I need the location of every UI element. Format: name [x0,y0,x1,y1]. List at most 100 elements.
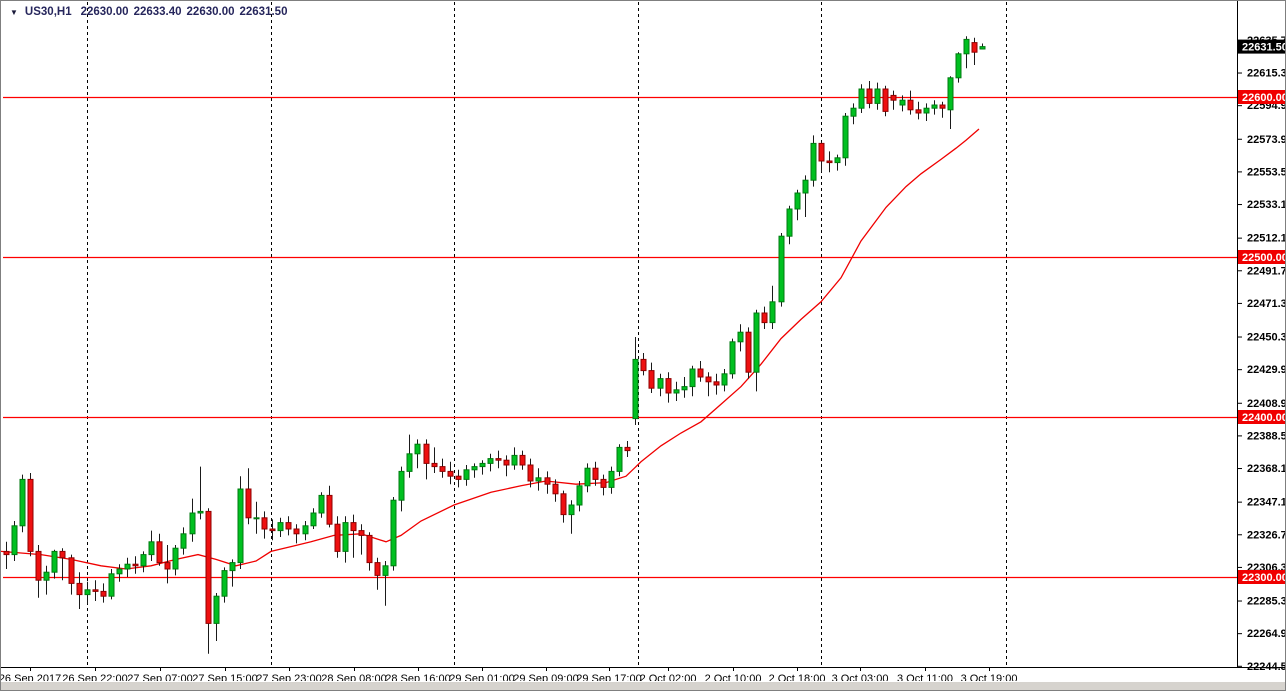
price-tick-label: 22347.10 [1247,497,1286,509]
candle-body-bull [608,470,615,488]
candle [100,583,107,603]
price-tick-label: 22553.50 [1247,166,1286,178]
candle-body-bear [3,550,10,556]
candle-body-bull [140,554,147,567]
candle-body-bull [786,208,793,237]
candle-body-bull [729,341,736,375]
candle-body-bear [818,142,825,162]
candle [769,285,776,329]
price-level-tag: 22300.00 [1238,570,1285,584]
candle [148,530,155,561]
horizontal-level-lines[interactable] [3,96,1237,579]
candle [293,524,300,544]
candle [382,561,389,606]
candle-body-bear [705,376,712,383]
bar-close-value: 22631.50 [239,6,288,18]
candle-body-bear [423,443,430,464]
candle-body-bear [76,582,83,596]
candle-body-bear [350,522,357,532]
candle-body-bull [180,533,187,549]
candle [124,557,131,577]
current-price-tag-label: 22631.50 [1242,42,1286,54]
candle [842,113,849,166]
candle-body-bear [665,378,672,394]
candle-body-bull [11,525,18,556]
candle [237,476,244,569]
candle [624,441,631,457]
symbol-dropdown-icon[interactable]: ▼ [10,7,18,17]
candle-body-bull [471,466,478,471]
candle-body-bull [511,454,518,466]
candle [68,554,75,595]
candle-body-bear [890,94,897,101]
candle-body-bear [882,88,889,112]
candle-body-bull [923,107,930,114]
candle [947,76,954,129]
candle [245,468,252,525]
price-tick-label: 22244.50 [1247,661,1286,673]
bar-open-value: 22630.00 [80,6,129,18]
candle [632,337,639,425]
candle [261,511,268,539]
candle-body-bull [955,53,962,79]
candle [979,43,986,50]
candle [495,450,502,469]
candle [366,532,373,571]
candle-body-bear [600,478,607,488]
candle [431,447,438,473]
candle-body-bear [648,370,655,389]
candle-body-bear [27,478,34,552]
candle [600,474,607,496]
candle-body-bull [874,88,881,104]
candle-body-bear [826,160,833,164]
candle [818,141,825,173]
candle-body-bear [100,590,107,597]
candle-body-bear [261,517,268,530]
candle-body-bear [293,528,300,535]
candle-body-bear [59,550,66,559]
candle [326,485,333,528]
candle-body-bear [68,557,75,584]
candle [657,373,664,397]
candle [439,458,446,478]
price-level-tag: 22600.00 [1238,90,1286,104]
candle-body-bear [552,483,559,495]
price-tick-label: 22285.30 [1247,596,1286,608]
candle-body-bull [382,565,389,576]
candle-body-bear [447,470,454,477]
candle-body-bull [753,312,760,373]
candle-body-bull [84,589,91,596]
candle [19,474,26,533]
candle [899,95,906,112]
price-tick-label: 22615.30 [1247,68,1286,80]
candle-body-bull [406,453,413,472]
candle [35,545,42,598]
bar-high-value: 22633.40 [133,6,182,18]
candle [850,103,857,125]
candle-body-bear [495,458,502,461]
window-bottom-edge [1,681,1285,690]
candle [665,372,672,403]
candle-body-bull [172,547,179,570]
candle [92,580,99,601]
candle-body-bull [850,107,857,117]
candle [697,361,704,382]
candle-body-bear [503,459,510,466]
candle-body-bear [326,494,333,525]
price-level-tag-label: 22600.00 [1242,92,1286,104]
chart-title-bar: ▼ US30,H1 22630.00 22633.40 22630.00 226… [10,6,287,18]
candle [156,533,163,566]
candle [826,151,833,173]
candle [132,556,139,574]
candle-body-bear [269,528,276,532]
symbol-period-label: US30,H1 [24,6,72,18]
candle-body-bear [915,109,922,114]
candle-body-bull [931,104,938,109]
candle-body-bull [390,499,397,567]
candle-body-bull [778,235,785,303]
candle [285,516,292,536]
candle [487,453,494,472]
candle-body-bull [963,38,970,55]
candle [890,90,897,110]
